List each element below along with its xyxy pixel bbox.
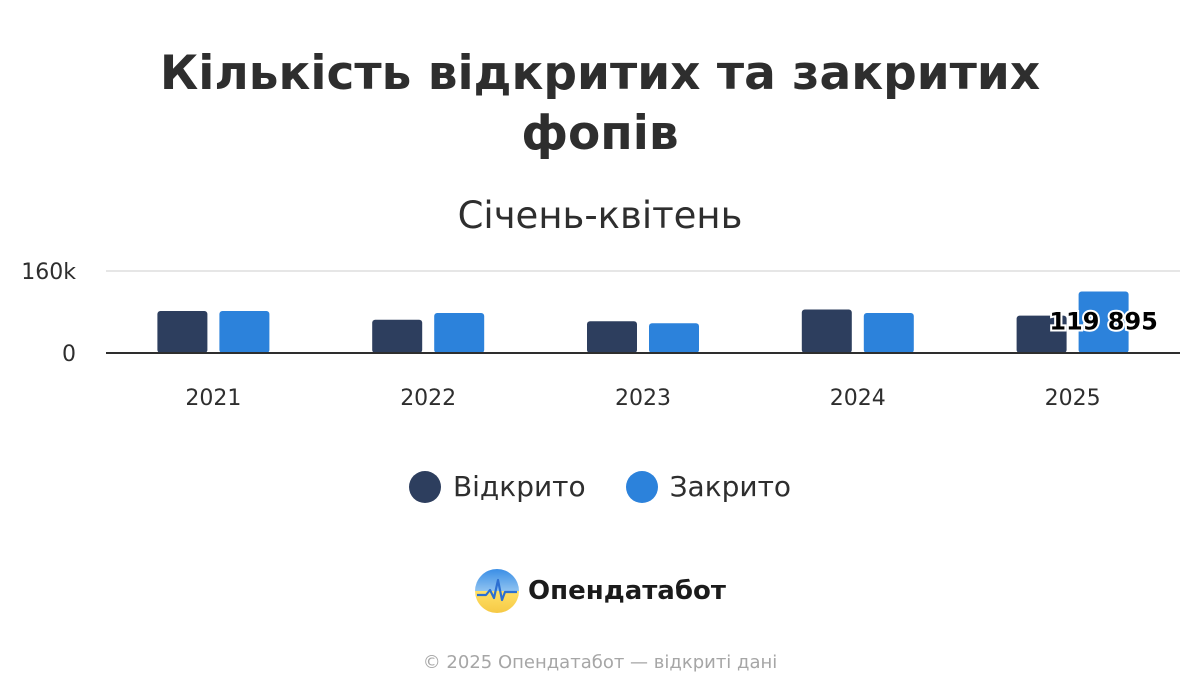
bar-opened-2024: [801, 309, 852, 353]
brand-logo: Опендатабот: [0, 568, 1200, 614]
bar-chart: 0 160k 2021 2022 2023 2024 2025 119 895: [21, 260, 1180, 411]
legend-item-opened[interactable]: Відкрито: [408, 470, 586, 503]
chart-subtitle: Січень-квітень: [457, 194, 743, 237]
x-tick-label: 2022: [400, 386, 456, 411]
y-tick-label: 0: [62, 342, 76, 367]
chart-title-line-1: Кількість відкритих та закритих: [159, 46, 1041, 101]
chart-title-line-2: фопів: [521, 106, 679, 161]
legend-swatch-opened: [408, 470, 441, 503]
bar-opened-2022: [372, 319, 423, 353]
brand-name: Опендатабот: [528, 576, 726, 606]
opendatabot-logo-icon: [475, 569, 520, 613]
legend-item-closed[interactable]: Закрито: [625, 470, 792, 503]
chart-title: Кількість відкритих та закритих фопів: [0, 44, 1200, 164]
bar-opened-2021: [157, 310, 208, 353]
legend-label-opened: Відкрито: [452, 470, 586, 503]
bar-closed-2022: [434, 313, 485, 353]
x-tick-label: 2025: [1045, 386, 1101, 411]
data-label: 119 895: [1049, 308, 1158, 336]
bar-opened-2025: [1016, 315, 1067, 353]
bar-closed-2021: [219, 310, 270, 353]
bar-opened-2023: [587, 321, 637, 353]
bar-closed-2024: [863, 313, 914, 353]
chart-legend: Відкрито Закрито: [0, 470, 1200, 503]
legend-label-closed: Закрито: [669, 470, 792, 503]
bar-closed-2023: [649, 323, 699, 353]
copyright-text: © 2025 Опендатабот — відкриті дані: [422, 652, 778, 673]
y-tick-label: 160k: [21, 260, 76, 285]
x-tick-label: 2021: [185, 386, 241, 411]
x-tick-label: 2023: [615, 386, 671, 411]
bar-closed-2025: [1078, 291, 1129, 353]
x-tick-label: 2024: [830, 386, 886, 411]
legend-swatch-closed: [625, 470, 658, 503]
